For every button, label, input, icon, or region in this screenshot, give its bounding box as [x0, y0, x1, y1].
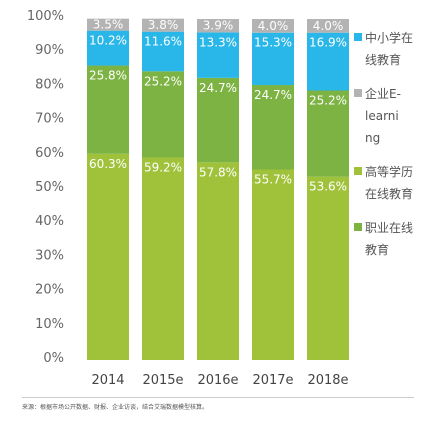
stacked-bar-chart: 0% 10% 20% 30% 40% 50% 60% 70% 80% 90% 100% 60.3% 2…: [27, 9, 413, 388]
x-tick-label: 2014: [91, 373, 124, 388]
y-tick-label: 10%: [35, 317, 64, 332]
y-tick-label: 30%: [35, 248, 64, 263]
bar-segment: [307, 90, 349, 177]
y-tick-label: 20%: [35, 283, 64, 298]
data-label: 53.6%: [309, 180, 347, 194]
data-label: 3.8%: [148, 18, 179, 32]
legend-label: 职业在线教育: [365, 221, 413, 257]
bar-segment: [87, 18, 129, 31]
data-label: 25.2%: [309, 94, 347, 108]
y-tick-label: 40%: [35, 214, 64, 229]
legend-swatch: [354, 33, 362, 41]
bar-segment: [142, 71, 184, 158]
data-label: 4.0%: [313, 19, 344, 33]
y-tick-label: 80%: [35, 77, 64, 92]
y-tick-label: 50%: [35, 180, 64, 195]
data-label: 3.9%: [203, 19, 234, 33]
bar-segment: [87, 30, 129, 66]
data-label: 3.5%: [93, 18, 124, 32]
data-label: 25.8%: [89, 69, 127, 83]
bar-segment: [197, 162, 239, 360]
bar-segment: [252, 85, 294, 170]
x-tick-label: 2017e: [252, 373, 293, 388]
bars: 60.3% 25.8% 10.2% 3.5% 59.2% 25.2% 11.6% 3.8% 57…: [87, 18, 349, 360]
x-axis: 2014 2015e 2016e 2017e 2018e: [91, 373, 348, 388]
bar-segment: [307, 32, 349, 91]
bar-segment: [307, 176, 349, 360]
bar-segment: [252, 169, 294, 360]
bar-segment: [197, 77, 239, 163]
bar-segment: [142, 31, 184, 72]
bar-segment: [87, 153, 129, 360]
source-divider: [22, 397, 414, 398]
bar-segment: [252, 32, 294, 86]
x-tick-label: 2018e: [307, 373, 348, 388]
y-tick-label: 100%: [27, 9, 64, 24]
data-label: 57.8%: [199, 165, 237, 179]
legend-label: 高等学历在线教育: [365, 164, 413, 201]
bar-segment: [142, 157, 184, 360]
data-label: 11.6%: [144, 35, 182, 49]
data-label: 24.7%: [199, 81, 237, 95]
data-label: 13.3%: [199, 35, 237, 49]
bar-segment: [197, 32, 239, 78]
x-tick-label: 2015e: [142, 373, 183, 388]
data-label: 60.3%: [89, 157, 127, 171]
source-note: 来源：根据市场公开数据、财报、企业访谈，结合艾瑞数据模型核算。: [22, 404, 209, 411]
y-tick-label: 60%: [35, 146, 64, 161]
data-label: 10.2%: [89, 34, 127, 48]
x-tick-label: 2016e: [197, 373, 238, 388]
legend-label: 中小学在线教育: [365, 30, 413, 67]
data-label: 4.0%: [258, 19, 289, 33]
data-label: 59.2%: [144, 161, 182, 175]
data-label: 24.7%: [254, 88, 292, 102]
bar-segment: [307, 19, 349, 33]
legend-swatch: [354, 167, 362, 175]
bar-segment: [87, 65, 129, 154]
data-label: 15.3%: [254, 36, 292, 50]
legend-label: 企业E-learni ng: [365, 86, 401, 145]
y-axis: 0% 10% 20% 30% 40% 50% 60% 70% 80% 90% 100%: [27, 9, 64, 366]
legend-swatch: [354, 89, 362, 97]
legend-swatch: [354, 223, 362, 231]
data-label: 55.7%: [254, 173, 292, 187]
bar-segment: [197, 19, 239, 33]
bar-segment: [252, 19, 294, 33]
data-label: 16.9%: [309, 36, 347, 50]
y-tick-label: 70%: [35, 112, 64, 127]
bar-segment: [142, 18, 184, 32]
data-label: 25.2%: [144, 74, 182, 88]
y-tick-label: 0%: [43, 351, 64, 366]
y-tick-label: 90%: [35, 43, 64, 58]
